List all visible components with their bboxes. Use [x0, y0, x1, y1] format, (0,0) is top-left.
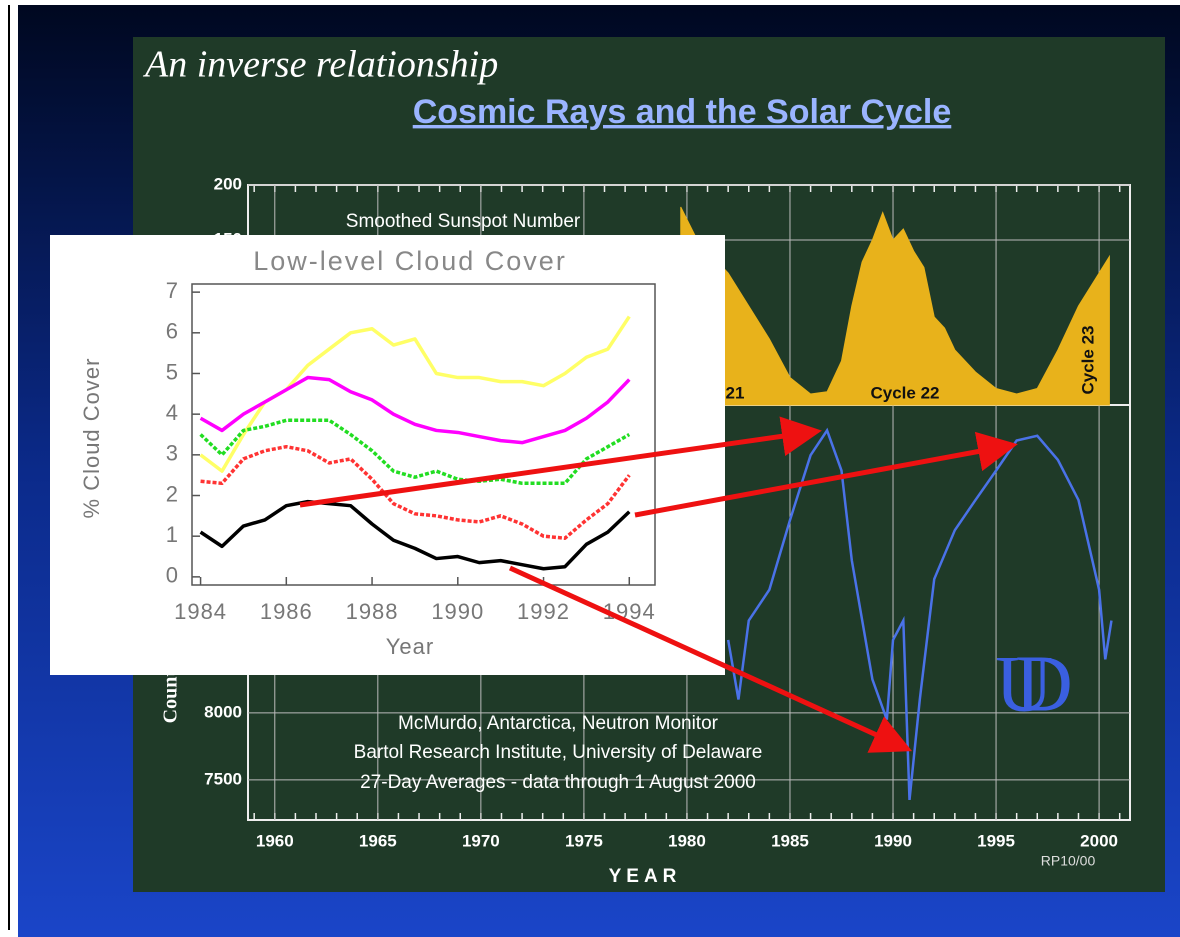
y2-tick-label: 7500: [204, 769, 242, 788]
chart-title: Low-level Cloud Cover: [253, 246, 567, 276]
line: [199, 499, 631, 571]
line: [726, 427, 1113, 801]
line: [199, 375, 631, 445]
x-tick-label: 1980: [668, 831, 706, 850]
x-tick-label: 1990: [431, 599, 484, 624]
x-tick-label: 1984: [174, 599, 227, 624]
y-tick-label: 2: [166, 481, 178, 506]
x-tick-label: 1995: [977, 831, 1015, 850]
line: [200, 444, 631, 540]
y2-tick-label: 8000: [204, 702, 242, 721]
y-tick-label: 4: [166, 400, 178, 425]
annotation: 21: [726, 383, 745, 402]
slide-heading: Cosmic Rays and the Solar Cycle: [413, 93, 952, 131]
x-axis-label: Year: [386, 634, 434, 659]
y-tick-label: 3: [166, 441, 178, 466]
arrow: [508, 565, 913, 753]
y-tick-label: 0: [166, 563, 178, 588]
slide-title: An inverse relationship: [142, 44, 498, 86]
arrow: [634, 431, 1018, 518]
x-tick-label: 1990: [874, 831, 912, 850]
x-axis-label: YEAR: [609, 866, 682, 887]
annotation: 27-Day Averages - data through 1 August …: [360, 772, 756, 793]
y-axis-label: % Cloud Cover: [79, 358, 104, 519]
arrow: [299, 416, 822, 508]
x-tick-label: 1965: [359, 831, 397, 850]
x-tick-label: 1986: [260, 599, 313, 624]
series-label: Smoothed Sunspot Number: [346, 211, 581, 232]
y-tick-label: 6: [166, 319, 178, 344]
annotation: Cycle 23: [1078, 326, 1097, 395]
x-tick-label: 1988: [346, 599, 399, 624]
x-tick-label: 2000: [1080, 831, 1118, 850]
annotation: Bartol Research Institute, University of…: [354, 742, 763, 763]
y-tick-label: 200: [214, 174, 242, 193]
annotation: Cycle 22: [871, 383, 940, 402]
x-tick-label: 1960: [256, 831, 294, 850]
y-tick-label: 5: [166, 359, 178, 384]
annotation: RP10/00: [1041, 853, 1096, 869]
annotation: McMurdo, Antarctica, Neutron Monitor: [398, 713, 719, 734]
x-tick-label: 1992: [517, 599, 570, 624]
line: [199, 418, 631, 486]
area: [680, 206, 1110, 406]
plot-frame: [191, 283, 656, 586]
x-tick-label: 1985: [771, 831, 809, 850]
solar-chart: 1960 1965 1970 1975 1980 1985 1990 1995 2000 1 5 0 2…: [160, 174, 1131, 887]
y-tick-label: 7: [166, 278, 178, 303]
x-tick-label: 1975: [565, 831, 603, 850]
cloud-chart: Low-level Cloud Cover Year % Cloud Cover 19…: [50, 235, 725, 675]
inset-background: [50, 235, 725, 675]
y-tick-label: 1: [166, 522, 178, 547]
x-tick-label: 1970: [462, 831, 500, 850]
arrows: [299, 416, 1018, 753]
